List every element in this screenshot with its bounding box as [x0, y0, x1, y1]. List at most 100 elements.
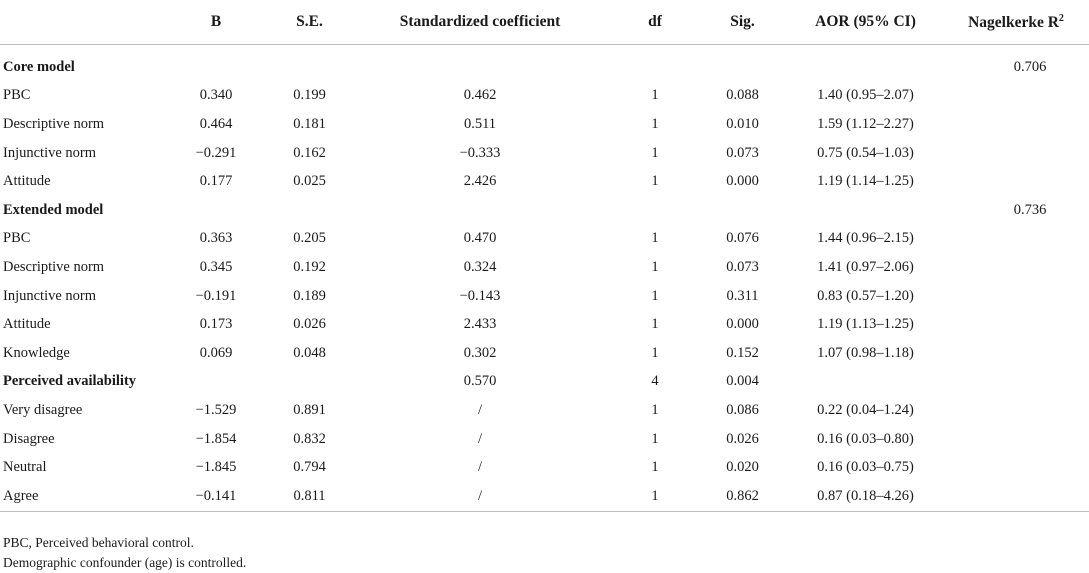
row-label: Attitude: [3, 173, 51, 190]
cell-b: 0.345: [199, 258, 233, 275]
cell-std: −0.143: [459, 287, 501, 304]
row-label: Disagree: [3, 430, 55, 447]
cell-b: −1.854: [195, 430, 237, 447]
table-row: Agree −0.141 0.811 / 1 0.862 0.87 (0.18–4.26): [0, 482, 1089, 511]
table-row: Injunctive norm −0.291 0.162 −0.333 1 0.073 0.…: [0, 139, 1089, 168]
cell-aor: 0.75 (0.54–1.03): [817, 144, 914, 161]
section-row: Core model 0.706: [0, 45, 1089, 82]
table-row: Injunctive norm −0.191 0.189 −0.143 1 0.311 0.…: [0, 282, 1089, 311]
cell-b: [160, 368, 272, 397]
cell-sig: 0.000: [726, 316, 759, 333]
table-row: Neutral −1.845 0.794 / 1 0.020 0.16 (0.03–0.75…: [0, 453, 1089, 482]
cell-aor: [788, 196, 943, 225]
cell-aor: [788, 368, 943, 397]
cell-std: 0.570: [463, 373, 497, 390]
row-label: Very disagree: [3, 401, 83, 418]
cell-sig: 0.010: [726, 115, 759, 132]
header-standardized-coefficient: Standardized coefficient: [347, 0, 613, 45]
cell-r2: [943, 396, 1089, 425]
row-label: Perceived availability: [3, 373, 137, 390]
cell-b: −1.845: [195, 459, 237, 476]
cell-aor: 0.16 (0.03–0.80): [817, 430, 914, 447]
cell-sig: [697, 196, 788, 225]
cell-df: [613, 196, 697, 225]
cell-b: −0.141: [195, 487, 237, 504]
cell-std: /: [477, 459, 483, 476]
cell-sig: 0.088: [726, 87, 759, 104]
table-row: PBC 0.363 0.205 0.470 1 0.076 1.44 (0.96–2.15): [0, 225, 1089, 254]
cell-se: 0.048: [293, 344, 326, 361]
cell-r2: [943, 82, 1089, 111]
cell-b: −0.191: [195, 287, 237, 304]
header-se: S.E.: [272, 0, 347, 45]
cell-r2: [943, 368, 1089, 397]
cell-aor: 1.44 (0.96–2.15): [817, 230, 914, 247]
table-footnotes: PBC, Perceived behavioral control. Demog…: [3, 533, 246, 573]
cell-sig: 0.862: [726, 487, 759, 504]
cell-r2: [943, 110, 1089, 139]
cell-r2: [943, 225, 1089, 254]
cell-df: [613, 45, 697, 82]
cell-sig: 0.076: [726, 230, 759, 247]
cell-se: 0.205: [293, 230, 326, 247]
footnote-pbc: PBC, Perceived behavioral control.: [3, 535, 194, 550]
cell-r2: [943, 167, 1089, 196]
cell-sig: 0.086: [726, 401, 759, 418]
cell-df: 1: [651, 487, 659, 504]
row-label: Neutral: [3, 459, 47, 476]
cell-b: 0.340: [199, 87, 233, 104]
cell-aor: 0.16 (0.03–0.75): [817, 459, 914, 476]
cell-std: −0.333: [459, 144, 501, 161]
row-label: Injunctive norm: [3, 144, 97, 161]
table-row: Descriptive norm 0.345 0.192 0.324 1 0.073 1.4…: [0, 253, 1089, 282]
cell-aor: 1.59 (1.12–2.27): [817, 115, 914, 132]
row-label: Descriptive norm: [3, 258, 105, 275]
cell-df: 1: [651, 173, 659, 190]
cell-se: [272, 368, 347, 397]
cell-b: [160, 196, 272, 225]
cell-aor: 0.22 (0.04–1.24): [817, 401, 914, 418]
table-row: Knowledge 0.069 0.048 0.302 1 0.152 1.07 (0.98…: [0, 339, 1089, 368]
section-row: Extended model 0.736: [0, 196, 1089, 225]
cell-b: 0.173: [199, 316, 233, 333]
cell-std: /: [477, 430, 483, 447]
section-row: Perceived availability 0.570 4 0.004: [0, 368, 1089, 397]
cell-r2: 0.706: [1013, 58, 1047, 75]
header-aor: AOR (95% CI): [788, 0, 943, 45]
cell-df: 1: [651, 144, 659, 161]
header-nagelkerke-r2-superscript: 2: [1058, 12, 1064, 24]
cell-se: 0.162: [293, 144, 326, 161]
cell-df: 1: [651, 230, 659, 247]
regression-table: B S.E. Standardized coefficient df Sig. …: [0, 0, 1089, 511]
cell-se: 0.832: [293, 430, 326, 447]
cell-sig: 0.004: [726, 373, 759, 390]
row-label: Extended model: [3, 201, 104, 218]
cell-std: 0.302: [463, 344, 497, 361]
cell-df: 4: [651, 373, 659, 390]
cell-df: 1: [651, 459, 659, 476]
regression-table-container: B S.E. Standardized coefficient df Sig. …: [0, 0, 1089, 512]
cell-r2: [943, 425, 1089, 454]
cell-b: 0.069: [199, 344, 233, 361]
table-row: PBC 0.340 0.199 0.462 1 0.088 1.40 (0.95–2.07): [0, 82, 1089, 111]
cell-std: 0.511: [463, 115, 497, 132]
cell-sig: 0.311: [726, 287, 759, 304]
header-nagelkerke-r2: Nagelkerke R2: [943, 0, 1089, 45]
cell-sig: 0.026: [726, 430, 759, 447]
cell-df: 1: [651, 344, 659, 361]
footnote-confounder: Demographic confounder (age) is controll…: [3, 555, 247, 570]
cell-se: 0.192: [293, 258, 326, 275]
cell-std: [347, 45, 613, 82]
cell-b: −1.529: [195, 401, 237, 418]
cell-df: 1: [651, 87, 659, 104]
cell-se: 0.891: [293, 401, 326, 418]
cell-aor: [788, 45, 943, 82]
row-label: Attitude: [3, 316, 51, 333]
cell-r2: [943, 482, 1089, 511]
cell-std: 0.470: [463, 230, 497, 247]
cell-sig: [697, 45, 788, 82]
cell-r2: [943, 453, 1089, 482]
cell-r2: [943, 310, 1089, 339]
table-row: Attitude 0.173 0.026 2.433 1 0.000 1.19 (1.13–…: [0, 310, 1089, 339]
header-b: B: [160, 0, 272, 45]
